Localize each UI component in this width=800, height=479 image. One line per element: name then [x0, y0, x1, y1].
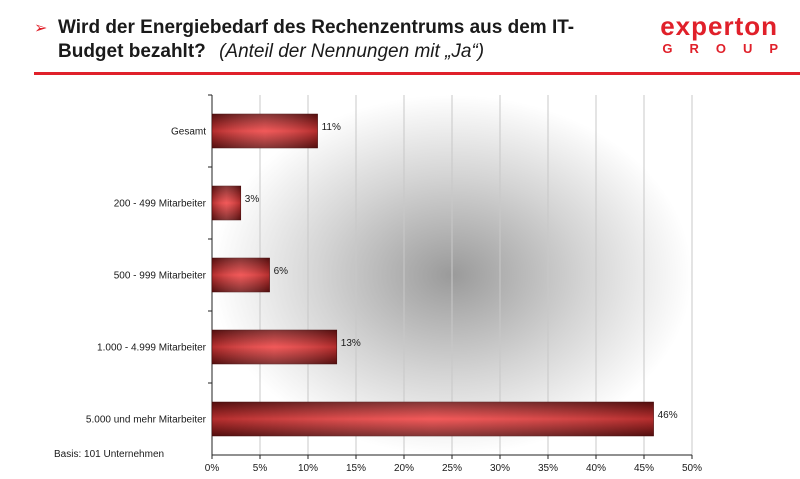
- x-tick-label: 50%: [682, 463, 702, 474]
- x-tick-label: 35%: [538, 463, 558, 474]
- bullet-arrow-icon: ➢: [34, 20, 48, 37]
- x-tick-label: 15%: [346, 463, 366, 474]
- title-note: (Anteil der Nennungen mit „Ja“): [219, 41, 485, 62]
- value-label: 13%: [341, 338, 361, 349]
- x-tick-label: 20%: [394, 463, 414, 474]
- slide-title: ➢ Wird der Energiebedarf des Rechenzentr…: [34, 16, 634, 64]
- x-tick-labels: 0% 5% 10% 15% 20% 25% 30% 35% 40% 45% 50%: [205, 455, 702, 474]
- basis-note: Basis: 101 Unternehmen: [54, 449, 165, 460]
- x-tick-label: 5%: [253, 463, 268, 474]
- title-line-1: Wird der Energiebedarf des Rechenzentrum…: [58, 17, 575, 38]
- value-label: 11%: [322, 122, 341, 133]
- bar-shading: [212, 330, 337, 364]
- x-tick-label: 45%: [634, 463, 654, 474]
- category-label: 1.000 - 4.999 Mitarbeiter: [97, 343, 207, 354]
- experton-logo: experton GROUP: [660, 12, 778, 58]
- grid: [259, 95, 693, 455]
- x-tick-label: 25%: [442, 463, 462, 474]
- x-tick-label: 30%: [490, 463, 510, 474]
- title-divider: [34, 72, 800, 75]
- bar-shading: [212, 114, 318, 148]
- category-label: Gesamt: [171, 127, 206, 138]
- logo-sub-text: GROUP: [662, 41, 795, 56]
- bars: Gesamt 11% 200 - 499 Mitarbeiter 3% 500 - 99…: [86, 94, 678, 437]
- bar-shading: [212, 258, 270, 292]
- x-tick-label: 10%: [298, 463, 318, 474]
- category-label: 500 - 999 Mitarbeiter: [114, 271, 207, 282]
- value-label: 3%: [245, 194, 260, 205]
- x-tick-label: 0%: [205, 463, 220, 474]
- bar-shading: [212, 402, 654, 436]
- x-tick-label: 40%: [586, 463, 606, 474]
- bar-shading: [212, 186, 241, 220]
- title-line-2-text: Budget bezahlt?: [58, 41, 206, 62]
- logo-main-text: experton: [660, 11, 778, 41]
- value-label: 46%: [658, 410, 678, 421]
- value-label: 6%: [274, 266, 289, 277]
- category-label: 5.000 und mehr Mitarbeiter: [86, 415, 207, 426]
- category-label: 200 - 499 Mitarbeiter: [114, 199, 207, 210]
- title-line-2: Budget bezahlt? (Anteil der Nennungen mi…: [58, 40, 634, 64]
